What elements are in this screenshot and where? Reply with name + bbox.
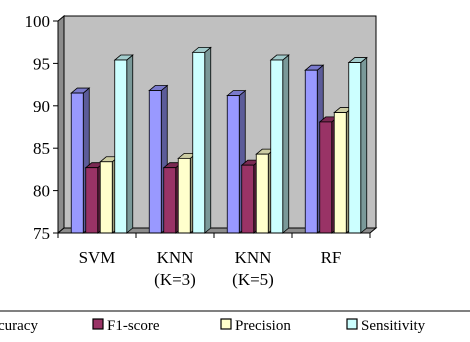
axes: 75 80 85 90 95 100 SVM KNN (K=3) KNN (K=5) RF	[25, 12, 371, 289]
legend-item-2: F1-score	[92, 318, 160, 334]
y-tick-label: 95	[33, 54, 50, 73]
legend-swatch	[220, 318, 232, 330]
x-category-label: KNN	[235, 248, 272, 267]
bar-sensitivity-3	[269, 54, 290, 234]
legend-label: Precision	[235, 318, 291, 334]
legend-item-4: Sensitivity	[346, 318, 426, 334]
legend-label: F1-score	[107, 318, 160, 334]
legend-swatch	[92, 318, 104, 330]
x-category-label: SVM	[79, 248, 116, 267]
legend-label: Sensitivity	[361, 318, 426, 334]
legend-label: curacy	[0, 318, 38, 334]
y-tick-label: 100	[25, 12, 51, 31]
legend-item-3: Precision	[220, 318, 291, 334]
bars-group	[70, 46, 368, 234]
y-tick-label: 80	[33, 182, 50, 201]
legend-item-1: curacy	[0, 318, 38, 334]
x-category-label: (K=3)	[154, 270, 196, 289]
bar-sensitivity-2	[191, 46, 212, 234]
bar-sensitivity-4	[347, 56, 368, 234]
legend: curacy F1-score Precision Sensitivity	[0, 310, 470, 334]
y-tick-label: 75	[33, 224, 50, 243]
x-category-label: (K=5)	[232, 270, 274, 289]
y-tick-label: 90	[33, 97, 50, 116]
legend-swatch	[346, 318, 358, 330]
bar-sensitivity-1	[113, 54, 134, 234]
y-tick-label: 85	[33, 139, 50, 158]
x-category-label: RF	[321, 248, 342, 267]
x-category-label: KNN	[157, 248, 194, 267]
plot-side-wall	[57, 14, 65, 235]
